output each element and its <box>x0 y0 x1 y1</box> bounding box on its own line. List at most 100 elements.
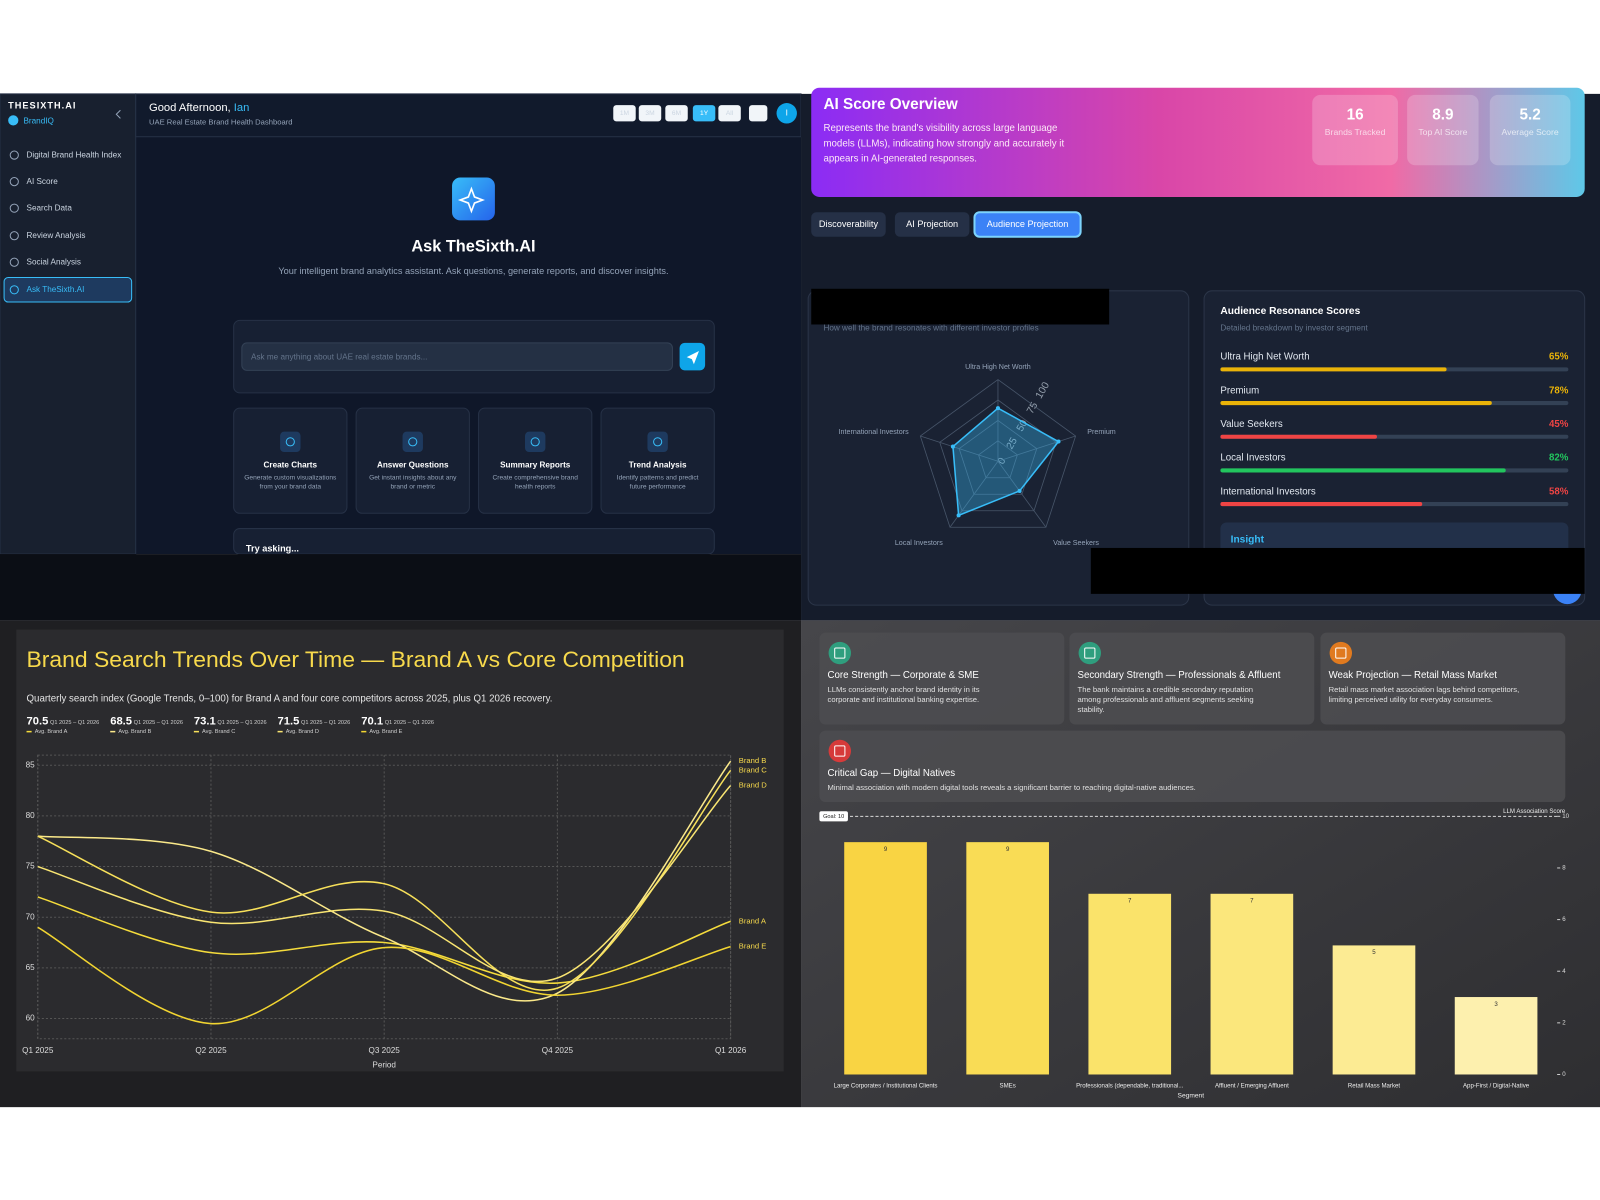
y-tick-label: 80 <box>26 811 36 820</box>
range-button[interactable] <box>638 105 662 122</box>
x-tick-label: Retail Mass Market <box>1348 1082 1401 1089</box>
radar-point <box>1056 439 1061 444</box>
score-bar <box>1220 367 1447 372</box>
range-button[interactable] <box>718 105 741 122</box>
range-label: 1M <box>620 110 629 117</box>
stat-period: Q1 2025 – Q1 2026 <box>50 720 99 726</box>
nav-item: Review Analysis <box>27 231 86 240</box>
card-icon <box>1078 641 1102 665</box>
x-tick-label: Q1 2025 <box>22 1046 54 1055</box>
redaction <box>1090 547 1585 594</box>
bar-value-label: 7 <box>1250 898 1254 905</box>
score-name: Ultra High Net Worth <box>1220 352 1309 363</box>
bar <box>1210 893 1294 1075</box>
insight-card <box>819 730 1566 803</box>
card-desc: Retail mass market association lags behi… <box>1329 685 1520 694</box>
x-tick-label: Affluent / Emerging Affluent <box>1215 1082 1289 1089</box>
series-label: Brand D <box>739 781 768 790</box>
tab[interactable] <box>894 212 970 237</box>
insight-title: Insight <box>1231 534 1265 545</box>
stat-label: Brands Tracked <box>1325 127 1386 137</box>
score-name: Value Seekers <box>1220 419 1282 430</box>
stat-period: Q1 2025 – Q1 2026 <box>134 720 183 726</box>
banner <box>811 87 1585 197</box>
card-icon <box>280 431 301 453</box>
score-value: 65% <box>1549 352 1569 363</box>
feature-card[interactable] <box>600 407 715 514</box>
card-desc: LLMs consistently anchor brand identity … <box>828 685 980 694</box>
radar-label: International Investors <box>839 428 910 436</box>
feature-card[interactable] <box>233 407 348 514</box>
ask-icon <box>452 177 495 221</box>
bar-value-label: 5 <box>1372 949 1376 956</box>
range-label: All <box>726 110 734 117</box>
logo: THESIXTH.AI <box>8 101 76 111</box>
settings-button[interactable] <box>748 105 768 122</box>
range-button[interactable] <box>613 105 636 122</box>
stat-label: Avg. Brand C <box>202 729 235 735</box>
y-tick-label: 85 <box>26 760 36 769</box>
x-tick-label: App-First / Digital-Native <box>1463 1082 1530 1089</box>
y-tick-label: 75 <box>26 862 36 871</box>
feature-card[interactable] <box>478 407 593 514</box>
insight-card <box>1069 632 1315 725</box>
tab-label: AI Projection <box>906 219 958 229</box>
collapse-icon[interactable] <box>115 109 121 119</box>
score-value: 82% <box>1549 453 1569 464</box>
y-tick-label: 8 <box>1562 865 1566 872</box>
stat-period: Q1 2025 – Q1 2026 <box>217 720 266 726</box>
radar-tick: 75 <box>1025 400 1040 416</box>
x-tick-label: Q4 2025 <box>542 1046 574 1055</box>
nav-item: Digital Brand Health Index <box>27 150 122 159</box>
series-label: Brand E <box>739 942 767 951</box>
card-icon <box>647 431 668 453</box>
tab[interactable] <box>973 211 1082 238</box>
radar-point <box>950 444 955 449</box>
score-value: 78% <box>1549 385 1569 396</box>
x-tick-label: Q2 2025 <box>195 1046 227 1055</box>
header-subtitle: UAE Real Estate Brand Health Dashboard <box>149 117 293 126</box>
card-desc: corporate and institutional banking expe… <box>828 695 980 704</box>
sparkle <box>457 186 485 214</box>
bar-value-label: 9 <box>1006 846 1010 853</box>
tab-label: Discoverability <box>819 219 879 229</box>
tab-label: Audience Projection <box>987 219 1069 229</box>
card-desc: stability. <box>1078 705 1105 714</box>
card-icon <box>828 739 852 763</box>
input[interactable] <box>241 342 673 371</box>
sidebar <box>0 93 137 555</box>
radar-ring <box>978 440 1018 479</box>
content: THESIXTH.AI BrandIQ Digital Brand Health I… <box>3 94 1585 1100</box>
header <box>135 93 802 138</box>
y-tick-label: 10 <box>1562 813 1569 820</box>
range-label: 6M <box>672 110 681 117</box>
range-button[interactable] <box>692 105 716 122</box>
avatar[interactable] <box>776 103 797 124</box>
score-value: 45% <box>1549 419 1569 430</box>
card-desc: limiting perceived utility for everyday … <box>1329 695 1493 704</box>
ai-score-title: AI Score Overview <box>823 96 957 113</box>
x-tick-label: Professionals (dependable, traditional..… <box>1076 1082 1184 1089</box>
bar-value-label: 7 <box>1128 898 1132 905</box>
stat-label: Avg. Brand A <box>35 729 68 735</box>
card-desc: Identify patterns and predict <box>617 474 699 481</box>
card-desc: among professionals and affluent segment… <box>1078 695 1254 704</box>
tab[interactable] <box>811 212 886 237</box>
goal-badge <box>819 811 848 822</box>
bar <box>966 842 1049 1075</box>
stat-value: 70.1 <box>361 715 383 727</box>
range-button[interactable] <box>665 105 688 122</box>
nav-icon <box>9 177 19 187</box>
nav-icon <box>9 285 19 295</box>
product-name: BrandIQ <box>23 117 53 126</box>
feature-card[interactable] <box>355 407 470 514</box>
series-label: Brand A <box>739 916 767 925</box>
ask-tagline: Your intelligent brand analytics assista… <box>278 266 668 276</box>
card-icon-glyph <box>408 437 418 447</box>
nav-item: Search Data <box>27 203 73 212</box>
try-asking: Try asking... <box>246 543 299 553</box>
scores-subtitle: Detailed breakdown by investor segment <box>1220 324 1368 333</box>
radar-axis <box>997 460 1047 528</box>
trends-panel <box>16 629 784 1072</box>
card-desc: health reports <box>515 483 556 490</box>
